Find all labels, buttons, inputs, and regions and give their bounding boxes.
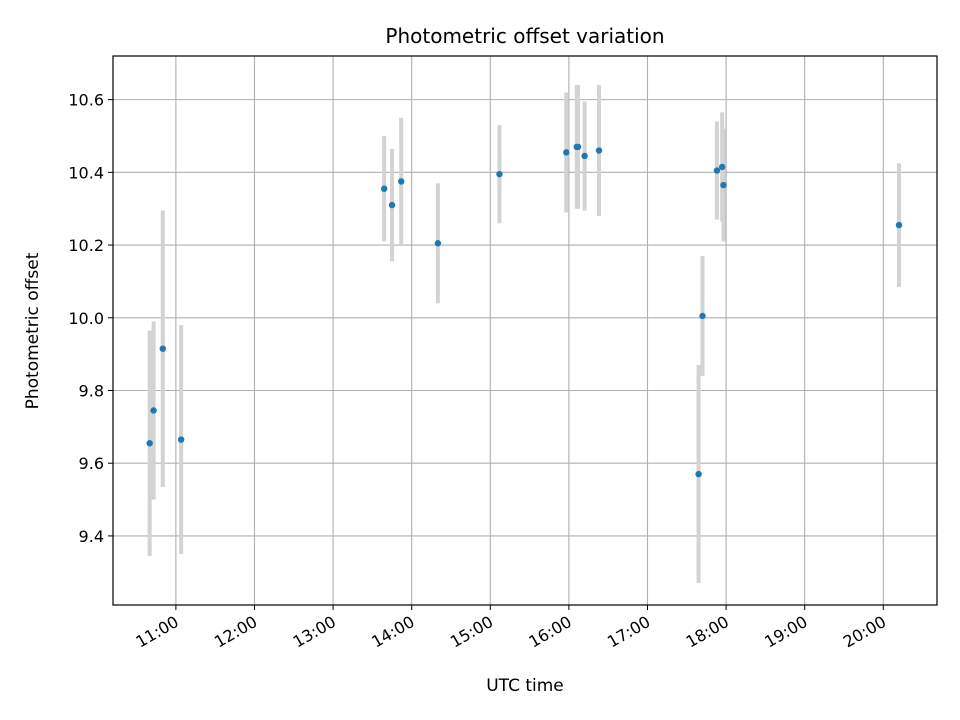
data-point — [380, 185, 388, 192]
data-point — [695, 470, 702, 478]
data-point — [895, 221, 903, 229]
data-point — [398, 178, 405, 185]
data-point — [146, 440, 153, 447]
data-point — [496, 170, 503, 178]
data-point — [699, 312, 706, 320]
plot-frame — [112, 55, 938, 606]
data-point — [574, 143, 582, 151]
x-axis-label: UTC time — [486, 676, 564, 696]
data-point — [720, 181, 727, 189]
data-point — [595, 147, 603, 154]
y-tick-label: 9.6 — [79, 454, 104, 473]
data-points — [146, 143, 903, 478]
chart-title: Photometric offset variation — [385, 24, 664, 48]
data-point — [150, 407, 157, 414]
data-point — [434, 240, 442, 247]
y-axis-ticks: 9.4 9.6 9.8 10.0 10.2 10.4 10.6 — [68, 91, 113, 546]
y-tick-label: 10.6 — [68, 91, 104, 110]
data-point — [713, 167, 721, 174]
y-tick-label: 9.4 — [79, 527, 104, 546]
data-point — [159, 345, 166, 352]
y-tick-label: 10.2 — [68, 236, 104, 255]
y-tick-label: 10.0 — [68, 309, 104, 328]
data-point — [718, 163, 726, 171]
grid — [113, 56, 937, 605]
y-tick-label: 10.4 — [68, 163, 104, 182]
data-point — [581, 152, 588, 160]
data-point — [388, 201, 396, 209]
data-point — [563, 149, 570, 156]
y-tick-label: 9.8 — [79, 381, 104, 400]
y-axis-label: Photometric offset — [23, 252, 43, 409]
data-point — [177, 436, 185, 443]
